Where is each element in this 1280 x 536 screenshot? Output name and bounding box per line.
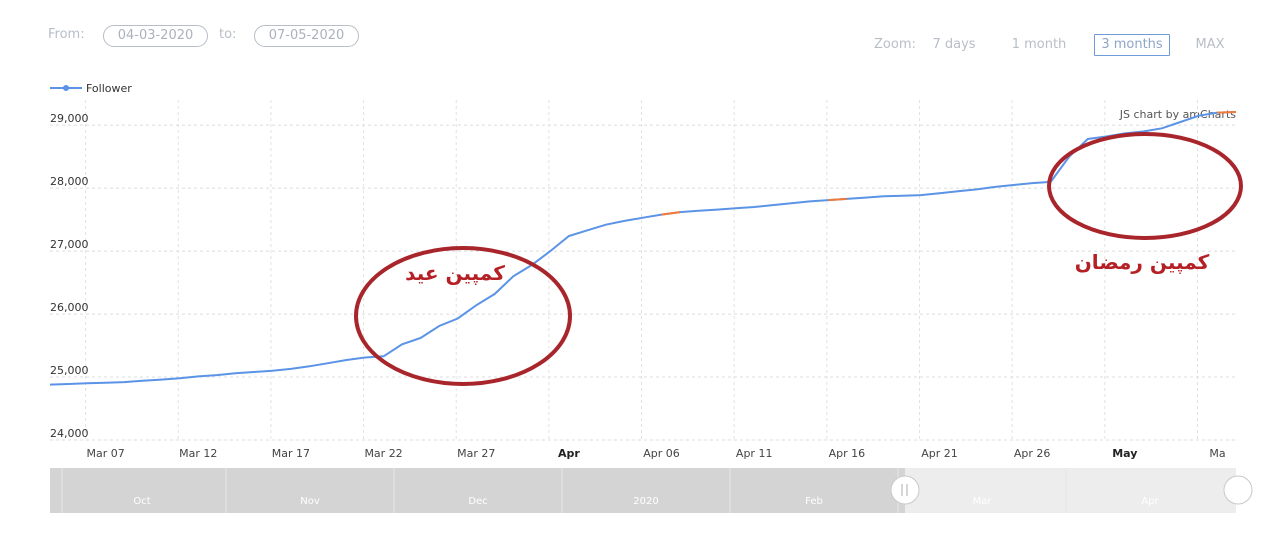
y-tick-label: 25,000 bbox=[50, 364, 89, 377]
zoom-label: Zoom: bbox=[874, 37, 916, 52]
y-tick-label: 24,000 bbox=[50, 427, 89, 440]
zoom-max-button[interactable]: MAX bbox=[1195, 37, 1225, 52]
x-tick-label: Apr 16 bbox=[829, 447, 866, 460]
chart-credit[interactable]: JS chart by amCharts bbox=[1119, 108, 1236, 121]
x-tick-label: Ma bbox=[1209, 447, 1225, 460]
x-tick-label: Apr 06 bbox=[643, 447, 680, 460]
legend-label: Follower bbox=[86, 82, 132, 95]
scrollbar-label: Feb bbox=[805, 496, 823, 507]
scrollbar-selection[interactable] bbox=[905, 468, 1236, 513]
zoom-3-months-button[interactable]: 3 months bbox=[1094, 34, 1170, 56]
legend[interactable]: Follower bbox=[50, 82, 132, 95]
ramadan-campaign-circle bbox=[1047, 132, 1243, 240]
scrollbar-label: Apr bbox=[1141, 496, 1159, 507]
series[interactable] bbox=[49, 110, 1237, 386]
x-tick-label: Mar 07 bbox=[86, 447, 124, 460]
y-tick-label: 26,000 bbox=[50, 301, 89, 314]
x-tick-label: May bbox=[1112, 447, 1137, 460]
x-tick-label: Apr 11 bbox=[736, 447, 773, 460]
x-tick-label: Mar 22 bbox=[364, 447, 402, 460]
ramadan-campaign-label: کمپین رمضان bbox=[1075, 250, 1210, 275]
x-tick-label: Mar 12 bbox=[179, 447, 217, 460]
scrollbar-label: Oct bbox=[133, 496, 150, 507]
eid-campaign-circle bbox=[354, 246, 572, 386]
to-date-input[interactable]: 07-05-2020 bbox=[254, 25, 359, 47]
x-tick-label: Mar 17 bbox=[272, 447, 310, 460]
toolbar: From: 04-03-2020 to: 07-05-2020 Zoom: 7 … bbox=[0, 0, 1280, 80]
eid-campaign-label: کمپین عید bbox=[405, 261, 505, 286]
highlight-segment bbox=[828, 197, 847, 202]
y-tick-label: 27,000 bbox=[50, 238, 89, 251]
highlight-segment bbox=[1217, 110, 1237, 114]
highlight-segment bbox=[661, 211, 681, 216]
follower-series-line[interactable] bbox=[49, 111, 1237, 386]
legend-marker-icon bbox=[63, 85, 69, 91]
zoom-7-days-button[interactable]: 7 days bbox=[932, 37, 976, 52]
y-axis: 24,000 25,000 26,000 27,000 28,000 29,000 bbox=[50, 112, 89, 440]
to-label: to: bbox=[219, 27, 237, 42]
scrollbar-label: Nov bbox=[300, 496, 320, 507]
x-tick-label: Apr bbox=[558, 447, 580, 460]
from-date-input[interactable]: 04-03-2020 bbox=[103, 25, 208, 47]
scrollbar-label: 2020 bbox=[633, 496, 658, 507]
x-tick-label: Apr 21 bbox=[921, 447, 958, 460]
scrollbar-label: Mar bbox=[973, 496, 993, 507]
scrollbar-labels: Oct Nov Dec 2020 Feb Mar Apr bbox=[61, 468, 1160, 513]
scrollbar-left-handle[interactable] bbox=[890, 475, 920, 505]
x-axis: Mar 07 Mar 12 Mar 17 Mar 22 Mar 27 Apr Apr 06 A… bbox=[86, 447, 1225, 460]
scrollbar-right-handle[interactable] bbox=[1223, 475, 1253, 505]
from-label: From: bbox=[48, 27, 85, 42]
scrollbar-label: Dec bbox=[468, 496, 487, 507]
x-tick-label: Mar 27 bbox=[457, 447, 495, 460]
x-tick-label: Apr 26 bbox=[1014, 447, 1051, 460]
zoom-1-month-button[interactable]: 1 month bbox=[1011, 37, 1067, 52]
grid bbox=[50, 100, 1236, 441]
scrollbar[interactable]: Oct Nov Dec 2020 Feb Mar Apr bbox=[50, 468, 1253, 513]
y-tick-label: 29,000 bbox=[50, 112, 89, 125]
y-tick-label: 28,000 bbox=[50, 175, 89, 188]
